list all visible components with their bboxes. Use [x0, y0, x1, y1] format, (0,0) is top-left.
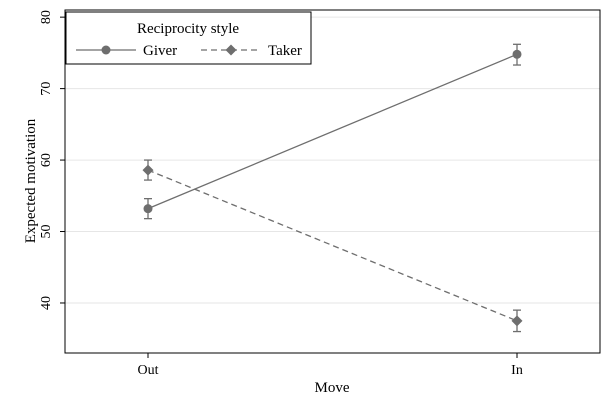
x-axis-label: Move	[315, 380, 350, 396]
legend-item-taker: Taker	[201, 43, 302, 59]
data-point-taker-in	[511, 315, 523, 327]
series-line-taker	[147, 169, 518, 322]
legend-box	[65, 11, 312, 65]
legend-taker-marker	[225, 44, 237, 56]
x-tick-label-in: In	[511, 363, 523, 378]
legend-giver-marker	[101, 45, 111, 55]
x-tick-label-out: Out	[138, 363, 159, 378]
legend-title: Reciprocity style	[137, 21, 239, 37]
y-tick-label-50: 50	[39, 225, 54, 239]
data-point-giver-in	[512, 49, 522, 59]
series-layer	[142, 43, 523, 333]
legend-item-giver: Giver	[76, 43, 177, 59]
y-tick-label-40: 40	[39, 296, 54, 310]
data-point-taker-out	[142, 164, 154, 176]
y-tick-label-60: 60	[39, 153, 54, 167]
legend: Reciprocity style Giver Taker	[65, 11, 312, 65]
series-line-giver	[147, 53, 518, 210]
plot-area	[64, 9, 601, 354]
y-tick-label-70: 70	[39, 82, 54, 96]
y-axis-label: Expected motivation	[23, 118, 39, 243]
legend-giver-label: Giver	[143, 43, 177, 59]
axis-ticks: 40 50 60 70 80 Out In	[39, 10, 523, 378]
legend-taker-label: Taker	[268, 43, 302, 59]
data-point-giver-out	[143, 204, 153, 214]
y-tick-label-80: 80	[39, 10, 54, 24]
